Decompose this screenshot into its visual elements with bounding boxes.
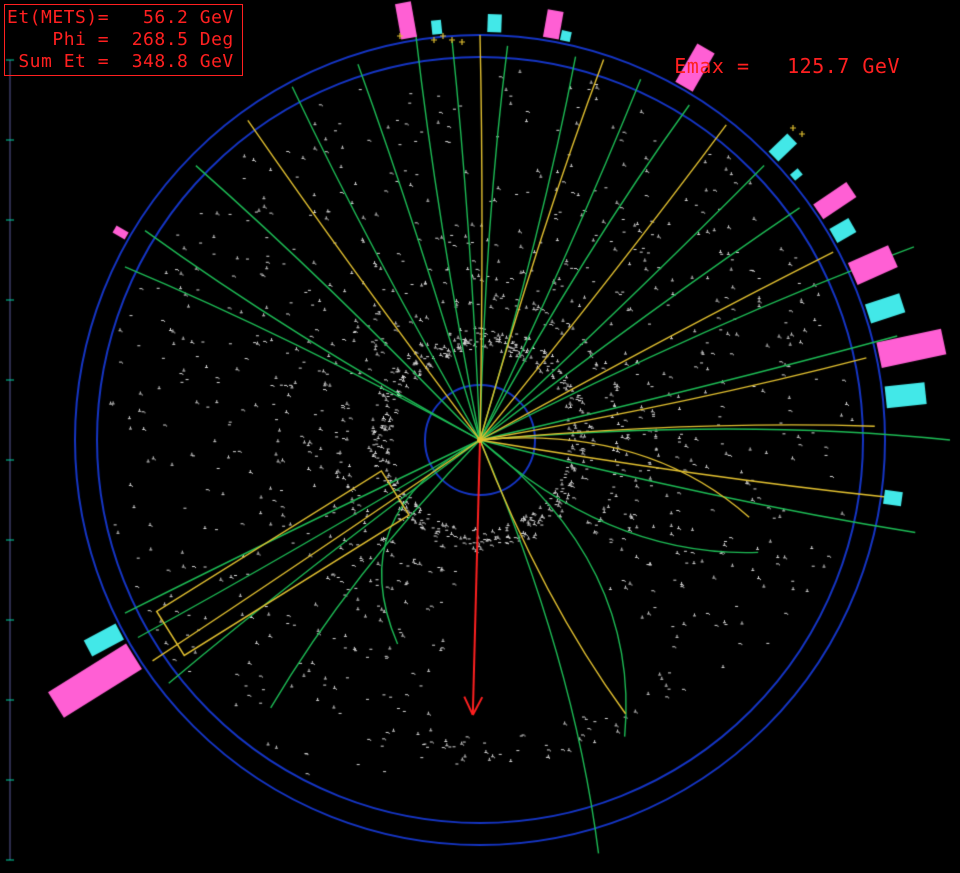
info-phi: Phi = 268.5 Deg [7,29,234,51]
info-sum-et: Sum Et = 348.8 GeV [7,51,234,73]
event-info-panel: Et(METS)= 56.2 GeV Phi = 268.5 Deg Sum E… [4,4,243,76]
info-et-mets: Et(METS)= 56.2 GeV [7,7,234,29]
event-display-canvas [0,0,960,873]
emax-label: Emax = 125.7 GeV [674,54,900,78]
